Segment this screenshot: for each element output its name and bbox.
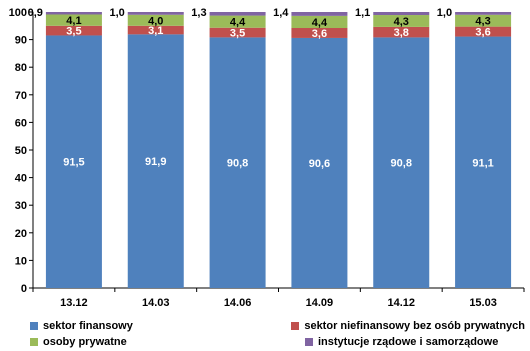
- legend-label: osoby prywatne: [43, 336, 127, 348]
- bar-segment: [209, 12, 266, 16]
- data-label: 3,6: [475, 27, 490, 39]
- x-tick-label: 14.09: [306, 297, 334, 309]
- bar-segment: [455, 12, 512, 15]
- y-tick-label: 40: [15, 173, 27, 185]
- x-tick-label: 13.12: [60, 297, 88, 309]
- legend-label: sektor finansowy: [43, 320, 133, 332]
- bar-segment: [127, 14, 184, 26]
- y-tick-label: 20: [15, 228, 27, 240]
- bar-segment: [291, 37, 348, 288]
- bar-segment: [45, 12, 102, 15]
- bars: [45, 12, 512, 289]
- data-label: 4,1: [66, 15, 81, 27]
- bar-segment: [291, 28, 348, 38]
- bar-segment: [209, 37, 266, 288]
- bar-segment: [45, 14, 102, 26]
- legend-swatch: [30, 322, 38, 330]
- x-tick-label: 14.12: [387, 297, 415, 309]
- x-tick-label: 14.03: [142, 297, 170, 309]
- bar-segment: [209, 27, 266, 38]
- legend-swatch: [291, 322, 300, 330]
- data-label: 4,4: [312, 17, 328, 29]
- data-label: 4,3: [394, 16, 409, 28]
- data-label: 1,0: [437, 7, 452, 19]
- data-label: 3,6: [312, 28, 327, 40]
- y-tick-label: 60: [15, 117, 27, 129]
- bar-segment: [373, 12, 430, 16]
- data-label: 1,3: [191, 7, 206, 19]
- legend-item-osoby-prywatne: osoby prywatne: [30, 336, 127, 348]
- legend-label: instytucje rządowe i samorządowe: [318, 336, 499, 348]
- y-axis: 0 10 20 30 40 50 60 70 80 90 100: [9, 7, 34, 295]
- bar-segment: [127, 34, 184, 288]
- data-label: 3,5: [66, 26, 81, 38]
- data-label: 1,4: [273, 7, 289, 19]
- legend-item-sektor-niefinansowy: sektor niefinansowy bez osób prywatnych: [291, 320, 525, 332]
- legend-swatch: [305, 338, 313, 346]
- y-tick-label: 100: [9, 7, 27, 19]
- bar-segment: [373, 15, 430, 27]
- data-label: 91,5: [63, 157, 84, 169]
- data-label: 91,9: [145, 156, 166, 168]
- bar-segment: [373, 26, 430, 38]
- data-label: 0,9: [28, 7, 43, 19]
- y-tick-label: 50: [15, 145, 27, 157]
- data-label: 90,8: [391, 158, 412, 170]
- y-tick-label: 30: [15, 200, 27, 212]
- x-tick-label: 14.06: [224, 297, 252, 309]
- data-label: 3,5: [230, 28, 245, 40]
- legend-item-instytucje: instytucje rządowe i samorządowe: [305, 336, 525, 348]
- data-label: 1,0: [109, 7, 124, 19]
- data-label: 3,1: [148, 25, 163, 37]
- y-tick-label: 90: [15, 35, 27, 47]
- data-label: 3,8: [394, 27, 409, 39]
- legend: sektor finansowy sektor niefinansowy bez…: [30, 318, 525, 350]
- x-axis: 13.12 14.03 14.06 14.09 14.12 15.03: [32, 287, 525, 309]
- x-tick-label: 15.03: [469, 297, 497, 309]
- data-label: 91,1: [472, 157, 493, 169]
- bar-segment: [291, 12, 348, 16]
- bar-segment: [45, 25, 102, 36]
- y-tick-label: 0: [21, 283, 27, 295]
- data-label: 90,8: [227, 158, 248, 170]
- bar-segment: [127, 25, 184, 35]
- y-tick-label: 70: [15, 90, 27, 102]
- bar-segment: [455, 26, 512, 37]
- bar-segment: [45, 35, 102, 289]
- stacked-bar-chart: 0 10 20 30 40 50 60 70 80 90 100 13.12 14.03 14.06 14…: [9, 7, 525, 309]
- legend-swatch: [30, 338, 38, 346]
- bar-segment: [209, 15, 266, 28]
- data-label: 90,6: [309, 158, 330, 170]
- y-tick-label: 80: [15, 62, 27, 74]
- bar-segment: [291, 15, 348, 29]
- bar-segment: [455, 14, 512, 27]
- data-label: 1,1: [355, 7, 370, 19]
- legend-label: sektor niefinansowy bez osób prywatnych: [304, 320, 525, 332]
- bar-segment: [127, 12, 184, 15]
- data-label: 4,0: [148, 15, 163, 27]
- data-label: 4,4: [230, 17, 246, 29]
- data-labels: 91,53,54,10,991,93,14,01,090,83,54,41,39…: [28, 7, 494, 170]
- data-label: 4,3: [475, 16, 490, 28]
- legend-item-sektor-finansowy: sektor finansowy: [30, 320, 133, 332]
- y-tick-label: 10: [15, 255, 27, 267]
- bar-segment: [455, 36, 512, 289]
- bar-segment: [373, 37, 430, 288]
